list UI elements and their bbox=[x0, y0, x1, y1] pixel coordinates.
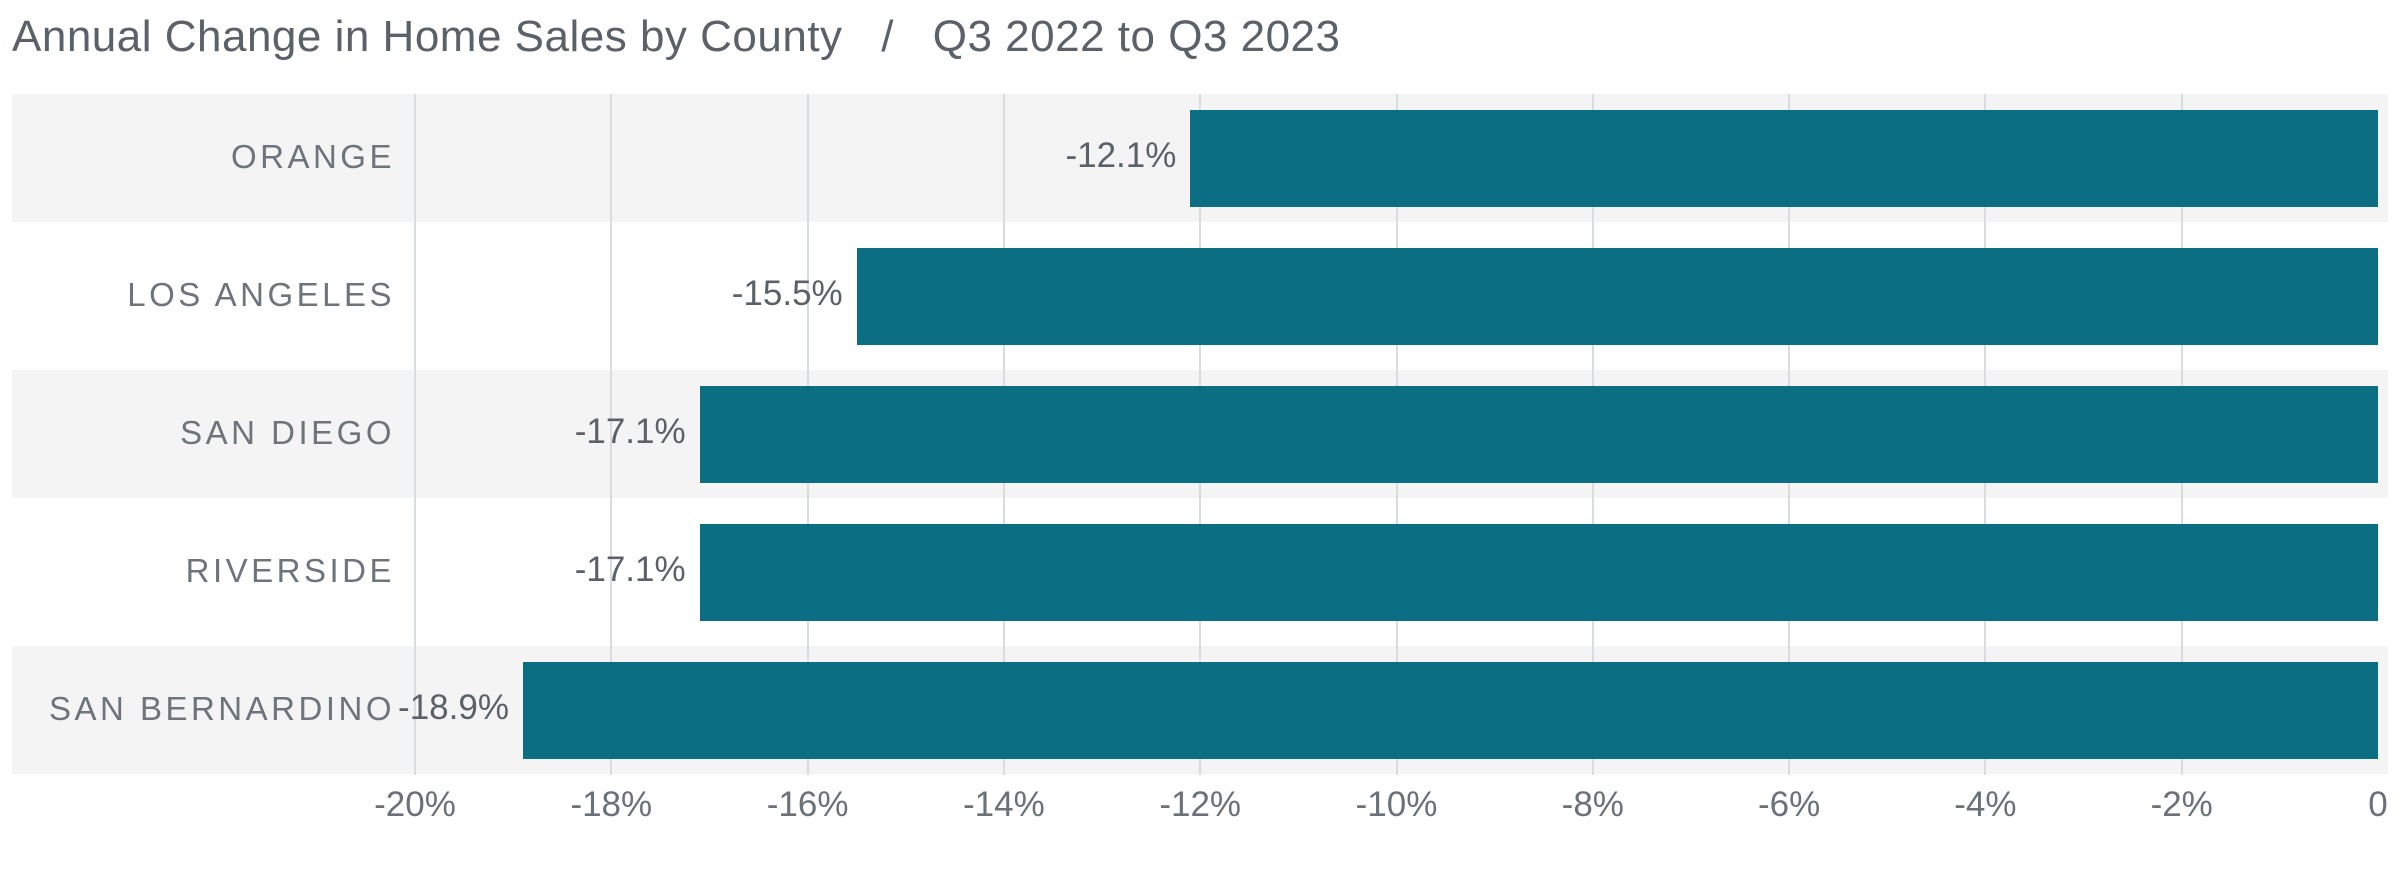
x-tick-label: 0 bbox=[2368, 785, 2387, 825]
bar bbox=[523, 662, 2378, 759]
gridline bbox=[414, 94, 416, 775]
chart-title-separator: / bbox=[881, 12, 894, 61]
category-label: RIVERSIDE bbox=[15, 552, 395, 590]
bar bbox=[1190, 110, 2378, 207]
chart-title-main: Annual Change in Home Sales by County bbox=[12, 12, 843, 61]
x-tick-label: -2% bbox=[2151, 785, 2213, 825]
bar bbox=[700, 386, 2378, 483]
category-label: LOS ANGELES bbox=[15, 276, 395, 314]
chart-plot-area: ORANGE -12.1% LOS ANGELES -15.5% SAN DIEGO -1… bbox=[12, 94, 2388, 775]
value-label: -12.1% bbox=[1016, 136, 1176, 176]
value-label: -18.9% bbox=[349, 688, 509, 728]
bar bbox=[857, 248, 2378, 345]
x-tick-label: -12% bbox=[1159, 785, 1241, 825]
category-label: SAN DIEGO bbox=[15, 414, 395, 452]
chart-title: Annual Change in Home Sales by County / … bbox=[12, 12, 1341, 62]
value-label: -17.1% bbox=[526, 550, 686, 590]
x-tick-label: -16% bbox=[767, 785, 849, 825]
x-tick-label: -6% bbox=[1758, 785, 1820, 825]
x-tick-label: -20% bbox=[374, 785, 456, 825]
x-tick-label: -18% bbox=[570, 785, 652, 825]
bar bbox=[700, 524, 2378, 621]
chart-title-sub: Q3 2022 to Q3 2023 bbox=[933, 12, 1341, 61]
category-label: ORANGE bbox=[15, 138, 395, 176]
value-label: -15.5% bbox=[683, 274, 843, 314]
page-root: Annual Change in Home Sales by County / … bbox=[0, 0, 2400, 873]
x-tick-label: -10% bbox=[1356, 785, 1438, 825]
x-tick-label: -14% bbox=[963, 785, 1045, 825]
category-label: SAN BERNARDINO bbox=[15, 690, 395, 728]
x-tick-label: -8% bbox=[1562, 785, 1624, 825]
x-tick-label: -4% bbox=[1954, 785, 2016, 825]
value-label: -17.1% bbox=[526, 412, 686, 452]
